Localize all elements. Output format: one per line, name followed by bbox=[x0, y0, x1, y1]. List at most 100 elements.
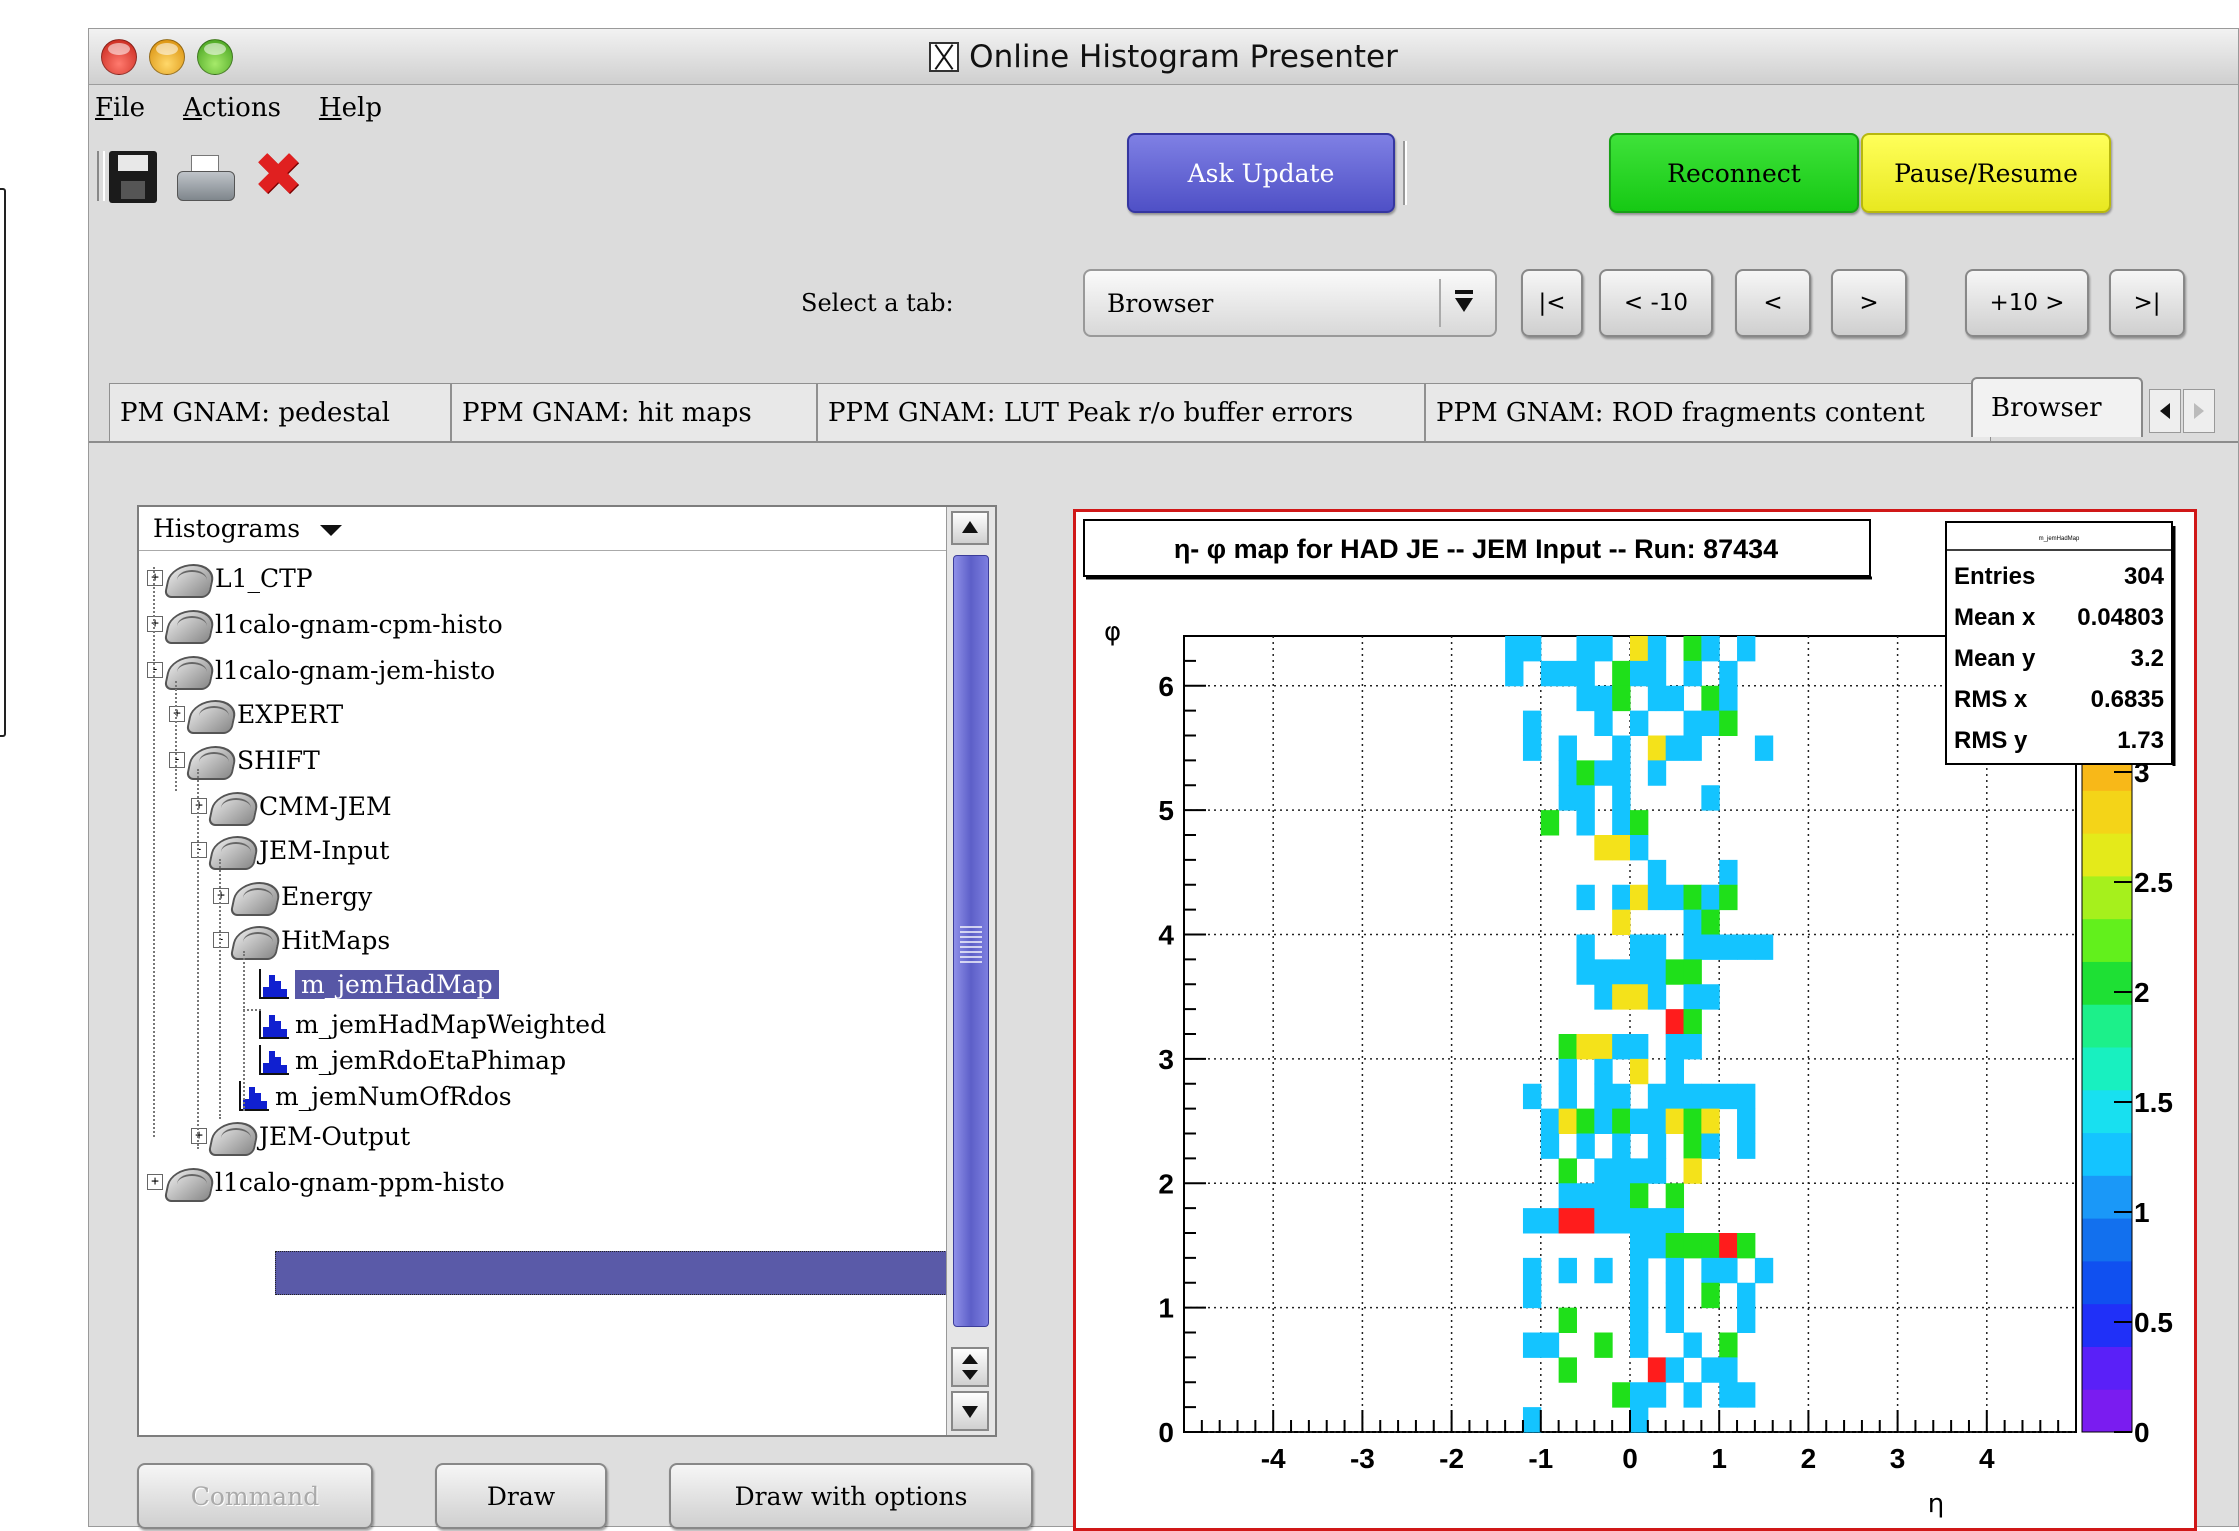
nav-next-button[interactable]: > bbox=[1831, 269, 1907, 337]
tree-item-energy[interactable]: + Energy bbox=[213, 873, 372, 919]
scroll-up-small-icon[interactable] bbox=[951, 1347, 989, 1387]
tree-item-label: L1_CTP bbox=[215, 563, 313, 593]
histogram-cell bbox=[1522, 1332, 1542, 1358]
histogram-cell bbox=[1594, 1158, 1613, 1184]
tree-selection-highlight bbox=[275, 1251, 947, 1295]
tab-select-dropdown[interactable]: Browser bbox=[1083, 269, 1497, 337]
expand-icon[interactable]: + bbox=[147, 570, 163, 586]
close-window-button[interactable] bbox=[101, 39, 137, 75]
tab-pedestal[interactable]: PM GNAM: pedestal bbox=[109, 383, 451, 441]
histogram-cell bbox=[1576, 760, 1595, 786]
tree-header-caret-icon bbox=[320, 525, 343, 536]
minimize-window-button[interactable] bbox=[149, 39, 185, 75]
y-axis-label: φ bbox=[1104, 617, 1121, 647]
scroll-up-icon[interactable] bbox=[951, 511, 989, 545]
histogram-cell bbox=[1594, 1257, 1613, 1284]
tree-item-cmm-jem[interactable]: + CMM-JEM bbox=[191, 783, 392, 829]
tab-browser[interactable]: Browser bbox=[1971, 377, 2143, 437]
histogram-cell bbox=[1558, 1158, 1577, 1184]
folder-icon bbox=[165, 560, 211, 596]
tab-lut-peak[interactable]: PPM GNAM: LUT Peak r/o buffer errors bbox=[817, 383, 1425, 441]
scroll-thumb[interactable] bbox=[953, 555, 989, 1327]
nav-back10-button[interactable]: < -10 bbox=[1599, 269, 1713, 337]
tree-item-l1calo-gnam-cpm-histo[interactable]: + l1calo-gnam-cpm-histo bbox=[147, 601, 503, 647]
histogram-cell bbox=[1665, 1058, 1685, 1085]
draw-with-options-button[interactable]: Draw with options bbox=[669, 1463, 1033, 1529]
histogram-cell bbox=[1594, 1108, 1613, 1134]
expand-icon[interactable]: + bbox=[191, 1128, 207, 1144]
nav-forward10-button[interactable]: +10 > bbox=[1965, 269, 2089, 337]
tab-hit-maps[interactable]: PPM GNAM: hit maps bbox=[451, 383, 817, 441]
tree-connector bbox=[243, 1009, 261, 1011]
x-tick-label: 3 bbox=[1890, 1443, 1906, 1474]
histogram-canvas[interactable]: -4-3-2-1012340123456ηφ00.511.522.533.5η-… bbox=[1073, 509, 2197, 1531]
tree-item-m-jemhadmap[interactable]: m_jemHadMap bbox=[259, 961, 499, 1007]
histogram-cell bbox=[1630, 1332, 1649, 1358]
histogram-cell bbox=[1522, 1282, 1542, 1309]
histogram-cell bbox=[1576, 1133, 1595, 1159]
close-icon[interactable]: ✖ bbox=[253, 140, 304, 210]
histogram-cell bbox=[1594, 1034, 1613, 1060]
histogram-cell bbox=[1683, 1034, 1702, 1060]
tree-item-m-jemhadmapweighted[interactable]: m_jemHadMapWeighted bbox=[259, 1001, 606, 1047]
menu-help[interactable]: Help bbox=[318, 93, 382, 123]
collapse-icon[interactable]: - bbox=[147, 662, 163, 678]
draw-button[interactable]: Draw bbox=[435, 1463, 607, 1529]
expand-icon[interactable]: + bbox=[191, 798, 207, 814]
menu-file[interactable]: File bbox=[95, 93, 146, 123]
tree-item-m-jemrdoetaphimap[interactable]: m_jemRdoEtaPhimap bbox=[259, 1037, 566, 1083]
tree-item-label: Energy bbox=[281, 881, 373, 911]
browser-panel: Histograms + L1_CTP + l1calo-gnam-cpm-histo… bbox=[89, 443, 2238, 1531]
histogram-cell bbox=[1719, 1083, 1738, 1110]
y-tick-label: 4 bbox=[1158, 920, 1174, 951]
tree-item-l1-ctp[interactable]: + L1_CTP bbox=[147, 555, 313, 601]
nav-prev-button[interactable]: < bbox=[1735, 269, 1811, 337]
nav-last-button[interactable]: >| bbox=[2109, 269, 2185, 337]
histogram-cell bbox=[1612, 1133, 1631, 1159]
tree-item-hitmaps[interactable]: - HitMaps bbox=[213, 917, 390, 963]
expand-icon[interactable]: + bbox=[147, 1174, 163, 1190]
zoom-window-button[interactable] bbox=[197, 39, 233, 75]
expand-icon[interactable]: + bbox=[213, 888, 229, 904]
x-tick-label: 2 bbox=[1801, 1443, 1817, 1474]
tree-item-jem-output[interactable]: + JEM-Output bbox=[191, 1113, 410, 1159]
colorbar-segment bbox=[2082, 1047, 2132, 1091]
tree-item-jem-input[interactable]: - JEM-Input bbox=[191, 827, 389, 873]
histogram-cell bbox=[1612, 660, 1631, 687]
collapse-icon[interactable]: - bbox=[169, 752, 185, 768]
command-button[interactable]: Command bbox=[137, 1463, 373, 1529]
histogram-cell bbox=[1701, 1083, 1720, 1110]
tree-item-shift[interactable]: - SHIFT bbox=[169, 737, 320, 783]
save-icon[interactable] bbox=[109, 151, 157, 203]
print-icon[interactable] bbox=[177, 155, 235, 203]
tree-item-m-jemnumofrdos[interactable]: m_jemNumOfRdos bbox=[239, 1073, 512, 1119]
tree-scrollbar[interactable] bbox=[946, 507, 995, 1435]
collapse-icon[interactable]: - bbox=[191, 842, 207, 858]
tree-item-l1calo-gnam-jem-histo[interactable]: - l1calo-gnam-jem-histo bbox=[147, 647, 495, 693]
background-window-edge bbox=[0, 188, 6, 737]
histogram-cell bbox=[1737, 1282, 1756, 1309]
pause-resume-button[interactable]: Pause/Resume bbox=[1861, 133, 2111, 213]
histogram-cell bbox=[1719, 934, 1738, 960]
tree-header[interactable]: Histograms bbox=[139, 507, 947, 551]
tab-scroll-right-icon[interactable] bbox=[2183, 389, 2215, 433]
scroll-down-icon[interactable] bbox=[951, 1391, 989, 1431]
expand-icon[interactable]: + bbox=[147, 616, 163, 632]
histogram-cell bbox=[1612, 1208, 1631, 1234]
nav-first-button[interactable]: |< bbox=[1521, 269, 1583, 337]
tree-item-expert[interactable]: + EXPERT bbox=[169, 691, 343, 737]
ask-update-button[interactable]: Ask Update bbox=[1127, 133, 1395, 213]
tab-rod-fragments[interactable]: PPM GNAM: ROD fragments content bbox=[1425, 383, 1991, 441]
tree-item-label: l1calo-gnam-cpm-histo bbox=[215, 609, 503, 639]
histogram-cell bbox=[1737, 1233, 1756, 1259]
tab-scroll-left-icon[interactable] bbox=[2149, 389, 2181, 433]
histogram-cell bbox=[1505, 660, 1524, 687]
menu-actions[interactable]: Actions bbox=[183, 93, 281, 123]
title-box bbox=[1083, 519, 1871, 577]
histogram-cell bbox=[1647, 1382, 1667, 1408]
reconnect-button[interactable]: Reconnect bbox=[1609, 133, 1859, 213]
expand-icon[interactable]: + bbox=[169, 706, 185, 722]
tree-item-l1calo-gnam-ppm-histo[interactable]: + l1calo-gnam-ppm-histo bbox=[147, 1159, 505, 1205]
collapse-icon[interactable]: - bbox=[213, 932, 229, 948]
stats-box bbox=[1945, 521, 2173, 765]
